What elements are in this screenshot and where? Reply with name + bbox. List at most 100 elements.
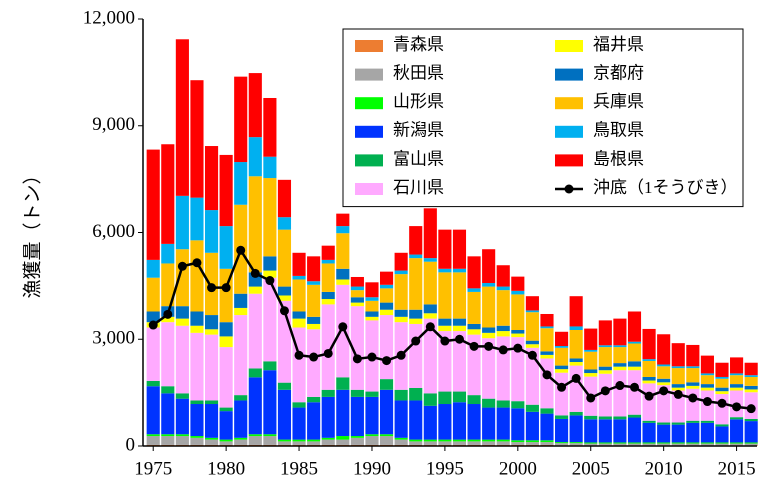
bar-segment: [263, 256, 277, 271]
bar-segment: [277, 295, 292, 301]
bar-segment: [511, 290, 525, 295]
bar-segment: [700, 373, 714, 376]
bar-segment: [613, 347, 627, 364]
bar-segment: [525, 340, 539, 345]
bar-segment: [686, 382, 700, 386]
bar-segment: [511, 294, 525, 330]
bar-segment: [161, 322, 175, 387]
bar-segment: [350, 437, 364, 445]
bar-segment: [263, 370, 277, 435]
bar-segment: [423, 439, 437, 442]
bar-segment: [234, 437, 248, 440]
bar-segment: [350, 276, 364, 287]
bar-segment: [263, 434, 277, 437]
bar-segment: [292, 311, 306, 319]
bar-segment: [467, 256, 481, 289]
line-point: [732, 402, 742, 412]
bar-segment: [584, 443, 598, 446]
bar-segment: [321, 291, 335, 300]
bar-segment: [161, 316, 175, 323]
bar-segment: [277, 441, 292, 445]
line-point: [177, 261, 187, 271]
bar-segment: [146, 436, 160, 445]
line-point: [265, 276, 275, 286]
bar-segment: [423, 261, 437, 305]
bar-segment: [584, 349, 598, 352]
x-tick-label: 1980: [207, 458, 245, 479]
bar-segment: [555, 442, 569, 444]
legend-swatch: [355, 125, 383, 138]
line-point: [702, 397, 712, 407]
legend-label: 新潟県: [393, 121, 444, 140]
bar-segment: [715, 376, 729, 379]
bar-segment: [452, 229, 467, 269]
bar-segment: [525, 442, 539, 445]
legend-swatch: [355, 97, 383, 110]
line-point: [542, 370, 552, 380]
bar-segment: [350, 306, 364, 390]
bar-segment: [613, 345, 627, 348]
bar-segment: [336, 226, 350, 234]
bar-segment: [234, 307, 248, 316]
bar-segment: [146, 327, 160, 381]
bar-segment: [598, 366, 612, 371]
y-axis-label: 漁獲量（トン）: [21, 165, 43, 298]
bar-segment: [730, 384, 744, 388]
bar-segment: [627, 370, 642, 415]
y-tick-label: 6,000: [92, 221, 135, 242]
bar-segment: [686, 385, 700, 389]
bar-segment: [321, 396, 335, 438]
bar-segment: [511, 337, 525, 402]
bar-segment: [292, 402, 306, 408]
line-point: [250, 268, 260, 278]
bar-segment: [671, 343, 685, 367]
bar-segment: [744, 389, 758, 393]
bar-segment: [686, 344, 700, 367]
bar-segment: [467, 329, 481, 335]
bar-segment: [394, 309, 408, 317]
bar-segment: [438, 325, 452, 332]
bar-segment: [292, 275, 306, 280]
bar-segment: [671, 384, 685, 388]
legend-label: 富山県: [393, 149, 444, 168]
bar-segment: [423, 258, 437, 262]
bar-segment: [161, 263, 175, 307]
line-point: [323, 348, 333, 358]
bar-segment: [613, 442, 627, 444]
bar-segment: [482, 441, 496, 445]
x-tick-label: 2000: [499, 458, 537, 479]
bar-segment: [438, 318, 452, 326]
bar-segment: [627, 414, 642, 418]
bar-segment: [569, 362, 583, 366]
bar-segment: [409, 254, 423, 259]
bar-segment: [175, 306, 189, 319]
bar-segment: [686, 420, 700, 423]
bar-segment: [467, 395, 481, 405]
line-point: [367, 352, 377, 362]
bar-segment: [146, 434, 160, 437]
bar-segment: [584, 351, 598, 370]
bar-segment: [744, 418, 758, 422]
line-point: [425, 322, 435, 332]
line-point: [615, 381, 625, 391]
bar-segment: [642, 442, 656, 444]
bar-segment: [190, 311, 204, 326]
bar-segment: [540, 313, 554, 327]
bar-segment: [700, 384, 714, 388]
bar-segment: [525, 296, 539, 311]
bar-segment: [642, 376, 656, 381]
bar-segment: [671, 443, 685, 446]
bar-segment: [438, 391, 452, 405]
bar-segment: [409, 439, 423, 442]
bar-segment: [234, 162, 248, 205]
bar-segment: [467, 334, 481, 396]
bar-segment: [613, 318, 627, 346]
bar-segment: [657, 382, 671, 386]
bar-segment: [715, 443, 729, 446]
bar-segment: [525, 347, 539, 405]
bar-segment: [613, 419, 627, 443]
bar-segment: [569, 365, 583, 412]
bar-segment: [482, 327, 496, 333]
bar-segment: [277, 439, 292, 442]
bar-segment: [467, 441, 481, 445]
